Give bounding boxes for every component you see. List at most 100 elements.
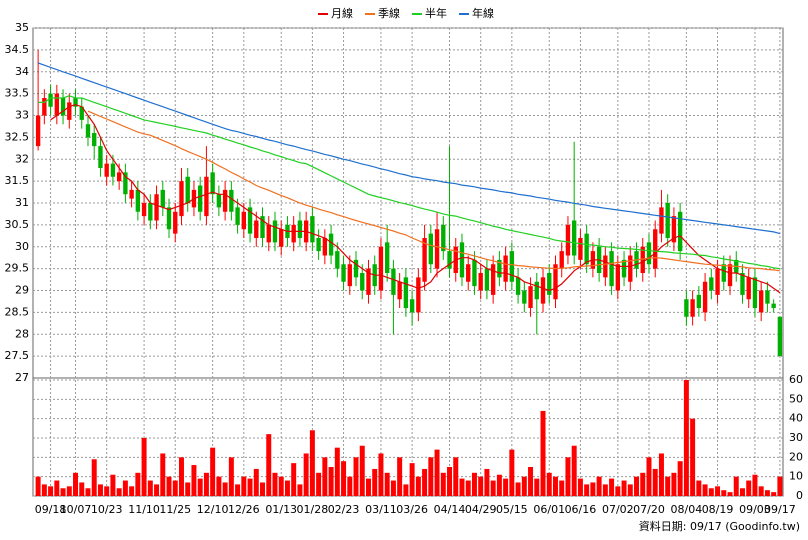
volume-bar: [546, 472, 552, 496]
candle-body: [116, 172, 122, 182]
candle-body: [771, 303, 776, 308]
candle-body: [422, 238, 427, 282]
candle-body: [603, 255, 608, 278]
volume-bar: [584, 484, 590, 496]
volume-bar: [478, 476, 484, 496]
legend-label: 半年: [425, 6, 447, 20]
candle-body: [690, 299, 695, 317]
x-tick-label: 11/25: [159, 503, 191, 516]
volume-bar: [372, 468, 378, 496]
volume-bar: [135, 472, 141, 496]
volume-bar: [172, 480, 178, 496]
candle-body: [409, 299, 415, 313]
volume-bar: [272, 472, 278, 496]
volume-bar: [440, 472, 446, 496]
volume-bar: [690, 418, 696, 496]
volume-bar: [365, 478, 371, 496]
volume-bar: [309, 430, 315, 496]
candle-body: [721, 264, 726, 282]
volume-bar: [615, 486, 621, 496]
candle-body: [204, 176, 209, 217]
volume-bar: [260, 482, 266, 496]
candle-body: [671, 216, 677, 243]
volume-bar: [334, 447, 340, 496]
y-tick-label: 30: [15, 240, 29, 253]
volume-bar: [291, 463, 297, 496]
volume-bar: [503, 478, 509, 496]
candle-body: [478, 273, 483, 291]
volume-bar: [671, 472, 677, 496]
volume-bar: [178, 457, 184, 496]
candle-body: [702, 281, 708, 313]
volume-bar: [35, 476, 41, 496]
candle-body: [441, 224, 446, 252]
candle-body: [472, 259, 477, 287]
x-tick-label: 01/13: [265, 503, 297, 516]
candle-body: [515, 277, 521, 295]
x-tick-label: 01/28: [297, 503, 329, 516]
volume-bar: [116, 488, 122, 496]
candle-body: [553, 264, 558, 300]
y-tick-label: 31: [15, 196, 29, 209]
candle-body: [584, 233, 589, 265]
y-tick-label: 34: [15, 65, 29, 78]
candle-body: [316, 238, 321, 252]
volume-bar: [665, 476, 671, 496]
y-tick-label: 33.5: [5, 87, 30, 100]
volume-bar: [390, 480, 396, 496]
candle-body: [777, 316, 783, 357]
candle-body: [98, 146, 103, 168]
volume-bar: [278, 476, 284, 496]
candle-body: [466, 264, 471, 282]
volume-bar: [185, 482, 191, 496]
candle-body: [578, 238, 583, 260]
candle-body: [179, 181, 184, 217]
x-tick-label: 10/23: [91, 503, 123, 516]
candle-body: [360, 273, 365, 291]
candle-body: [279, 229, 284, 247]
volume-bar: [54, 480, 60, 496]
candle-body: [92, 133, 97, 147]
candle-body: [522, 290, 527, 304]
ma-line: [50, 103, 781, 294]
candle-body: [154, 194, 159, 221]
volume-bar: [715, 486, 721, 496]
x-tick-label: 04/29: [465, 503, 497, 516]
y-tick-label: 30.5: [5, 218, 30, 231]
candle-body: [173, 211, 178, 234]
volume-bar: [160, 453, 166, 496]
candle-body: [67, 102, 72, 120]
y-tick-label: 27: [15, 371, 29, 384]
y2-tick-label: 0: [796, 489, 803, 502]
candle-body: [628, 255, 633, 282]
volume-bar: [559, 480, 565, 496]
candle-body: [35, 115, 41, 147]
volume-bar: [434, 449, 440, 496]
volume-bar: [253, 468, 259, 496]
volume-bar: [683, 380, 689, 496]
candle-body: [765, 290, 770, 304]
volume-bar: [104, 486, 110, 496]
volume-bar: [216, 476, 222, 496]
volume-bar: [596, 476, 602, 496]
volume-bar: [658, 453, 664, 496]
candle-body: [247, 207, 253, 234]
volume-bar: [378, 453, 384, 496]
candle-body: [198, 185, 203, 212]
candle-body: [385, 242, 390, 273]
volume-bar: [85, 488, 91, 496]
candle-body: [335, 251, 340, 269]
volume-bar: [328, 467, 334, 496]
candle-body: [484, 268, 490, 291]
volume-bar: [634, 476, 640, 496]
candle-body: [646, 242, 652, 265]
volume-bar: [409, 463, 415, 496]
candle-body: [677, 211, 683, 252]
y-tick-label: 27.5: [5, 349, 30, 362]
candle-body: [528, 286, 533, 308]
y-tick-label: 29: [15, 284, 29, 297]
candle-body: [659, 207, 664, 234]
volume-bar: [496, 474, 502, 496]
x-tick-label: 06/16: [565, 503, 597, 516]
candle-body: [48, 93, 53, 107]
